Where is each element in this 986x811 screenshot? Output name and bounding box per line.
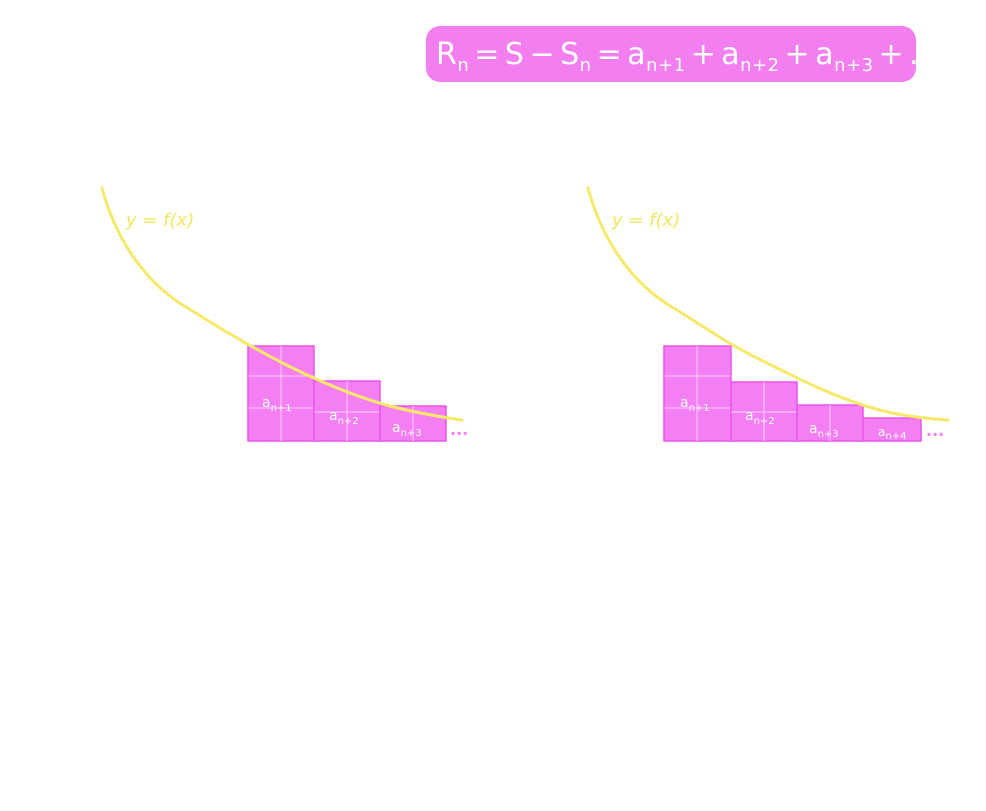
formula-equals-2: = [596, 36, 623, 72]
right-diagram-svg: an+1 an+2 an+3 an+4 y = f(x) ... [586, 186, 950, 442]
right-bar-2-label: an+2 [745, 408, 775, 427]
right-diagram: an+1 an+2 an+3 an+4 y = f(x) ... [582, 180, 962, 460]
formula-minus: − [529, 36, 556, 72]
right-ellipsis: ... [926, 421, 944, 440]
formula-term-3: an+3 [815, 36, 874, 76]
formula-r: Rn [436, 36, 470, 76]
right-bars: an+1 an+2 an+3 an+4 [663, 345, 922, 442]
formula-term-1: an+1 [627, 36, 686, 76]
formula-term-2: an+2 [721, 36, 780, 76]
left-diagram: an+1 an+2 an+3 y = f(x) ... [96, 180, 476, 460]
left-bar-1: an+1 [247, 345, 315, 442]
formula-banner: Rn = S − Sn = an+1 + an+2 + an+3 + ... [426, 26, 939, 82]
right-bar-3: an+3 [796, 404, 864, 442]
right-bar-4-label: an+4 [878, 425, 906, 442]
left-curve [100, 186, 464, 422]
right-curve [586, 186, 950, 422]
formula-s: S [504, 36, 525, 72]
right-bar-4: an+4 [862, 417, 922, 442]
left-bar-1-label: an+1 [262, 395, 292, 414]
left-bar-3-label: an+3 [392, 420, 422, 439]
right-bar-4-rect [862, 417, 922, 442]
left-bar-2: an+2 [313, 380, 381, 442]
right-bar-1-label: an+1 [680, 395, 710, 414]
right-bar-3-label: an+3 [809, 421, 839, 440]
formula-plus-2: + [784, 36, 811, 72]
right-bar-2: an+2 [730, 381, 798, 442]
formula-plus-3: + [878, 36, 905, 72]
formula-plus-1: + [690, 36, 717, 72]
right-curve-label: y = f(x) [611, 210, 680, 231]
formula-ellipsis: ... [909, 36, 940, 72]
left-bar-2-label: an+2 [329, 408, 359, 427]
left-diagram-svg: an+1 an+2 an+3 y = f(x) ... [100, 186, 468, 442]
left-curve-label: y = f(x) [125, 210, 194, 231]
formula-sn: Sn [560, 36, 592, 76]
formula-equals-1: = [474, 36, 500, 72]
right-bar-1: an+1 [663, 345, 732, 442]
left-ellipsis: ... [450, 420, 468, 439]
